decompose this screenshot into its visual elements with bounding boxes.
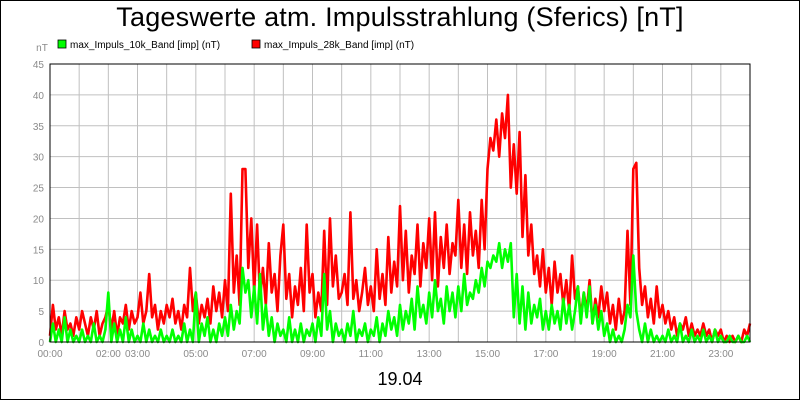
x-tick-label: 11:00	[359, 349, 384, 360]
legend-label: max_Impuls_28k_Band [imp] (nT)	[264, 40, 414, 51]
y-tick-label: 25	[33, 184, 45, 195]
axes: 0 5 10 15 20 25 30 35 40 45 00:00 02:00 03:00 05:00 07…	[33, 43, 751, 360]
series-line-0	[48, 93, 752, 344]
x-tick-label: 15:00	[475, 349, 500, 360]
y-tick-label: 30	[33, 153, 45, 164]
y-tick-label: 10	[33, 276, 45, 287]
x-tick-label: 09:00	[300, 349, 325, 360]
x-tick-label: 02:00	[96, 349, 121, 360]
y-unit-label: nT	[36, 43, 48, 54]
legend-label: max_Impuls_10k_Band [imp] (nT)	[70, 40, 220, 51]
chart-title: Tageswerte atm. Impulsstrahlung (Sferics…	[116, 2, 684, 32]
plot-border	[49, 63, 751, 343]
y-tick-label: 5	[38, 307, 44, 318]
legend-swatch	[251, 39, 261, 49]
legend-swatch	[57, 39, 67, 49]
x-tick-label: 03:00	[125, 349, 150, 360]
x-tick-label: 19:00	[592, 349, 617, 360]
x-tick-label: 17:00	[533, 349, 558, 360]
y-tick-label: 40	[33, 91, 45, 102]
x-tick-label: 00:00	[37, 349, 62, 360]
legend: max_Impuls_10k_Band [imp] (nT) max_Impuls…	[57, 39, 414, 51]
x-tick-label: 07:00	[242, 349, 267, 360]
x-tick-label: 23:00	[708, 349, 733, 360]
y-tick-label: 15	[33, 245, 45, 256]
series-line-1	[48, 241, 752, 344]
y-tick-label: 45	[33, 60, 45, 71]
x-tick-label: 13:00	[417, 349, 442, 360]
y-tick-label: 35	[33, 122, 45, 133]
date-label: 19.04	[377, 369, 423, 389]
x-tick-label: 05:00	[183, 349, 208, 360]
y-tick-label: 20	[33, 214, 45, 225]
x-tick-label: 21:00	[650, 349, 675, 360]
plot-lines	[48, 93, 752, 344]
y-tick-label: 0	[38, 338, 44, 349]
